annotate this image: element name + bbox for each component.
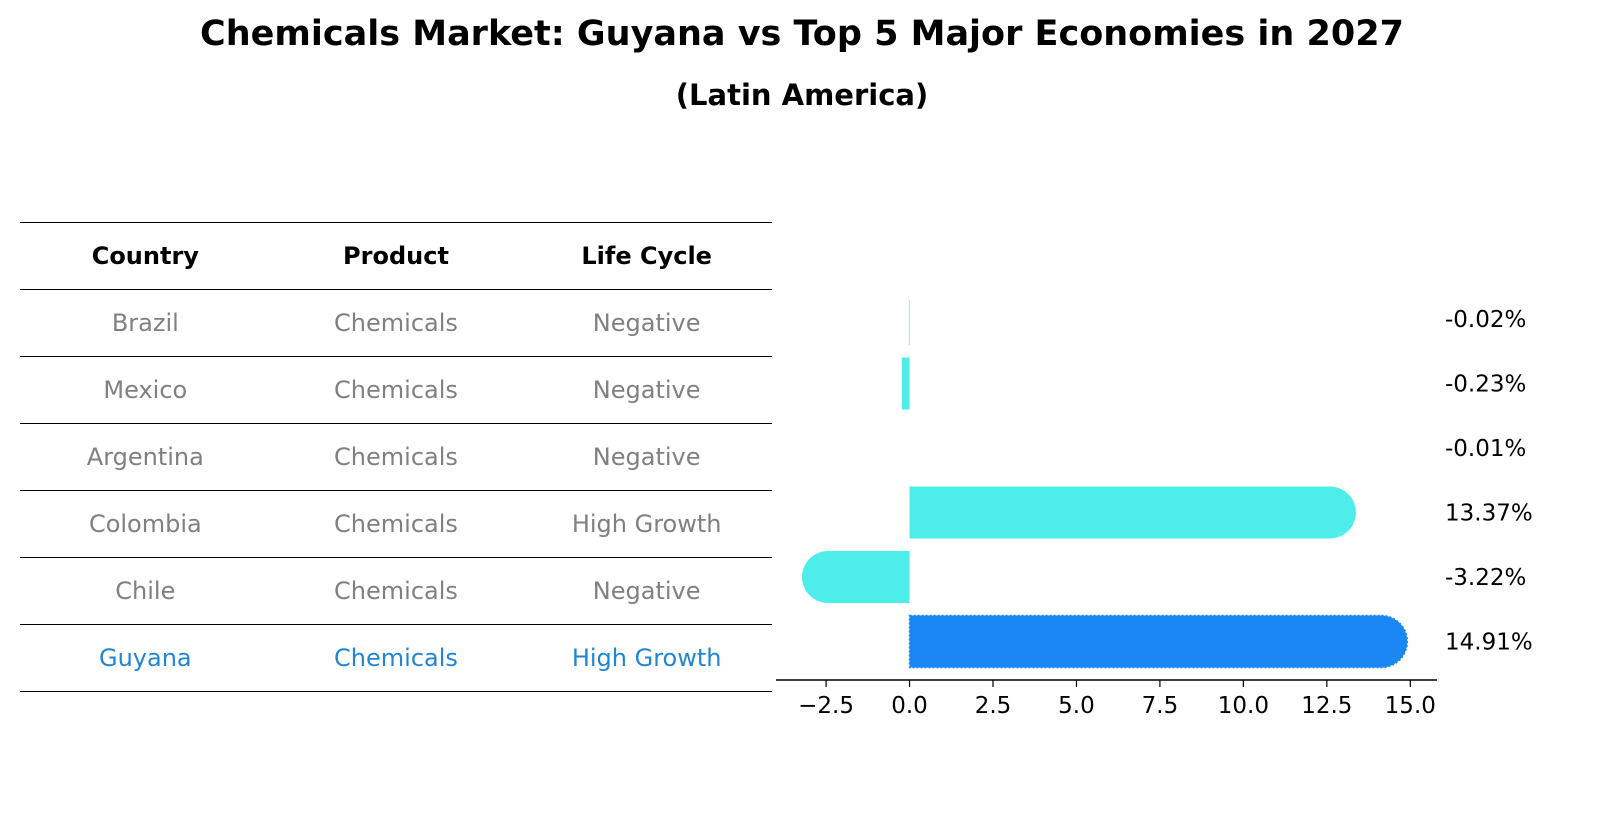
data-label: -0.02% — [1445, 307, 1526, 333]
header-country: Country — [20, 222, 271, 290]
table-row: Mexico Chemicals Negative — [20, 356, 772, 424]
cell-life-cycle: Negative — [521, 356, 772, 424]
header-product: Product — [270, 222, 522, 290]
bar — [802, 551, 910, 603]
cell-country: Guyana — [20, 624, 271, 692]
header-life-cycle: Life Cycle — [521, 222, 772, 290]
cell-country: Mexico — [20, 356, 271, 424]
table-row-highlight: Guyana Chemicals High Growth — [20, 624, 772, 692]
data-label: 13.37% — [1445, 501, 1533, 527]
cell-life-cycle: Negative — [521, 423, 772, 491]
table-row: Argentina Chemicals Negative — [20, 423, 772, 491]
cell-life-cycle: High Growth — [521, 624, 772, 692]
cell-product: Chemicals — [270, 557, 522, 625]
comparison-table-container: Country Product Life Cycle Brazil Chemic… — [20, 222, 772, 692]
cell-product: Chemicals — [270, 356, 522, 424]
bar-chart: -0.02% -0.23% -0.01% 13.37% -3.22% 14.91% −2.5… — [776, 300, 1533, 719]
table-row: Chile Chemicals Negative — [20, 557, 772, 625]
cell-life-cycle: High Growth — [521, 490, 772, 558]
cell-product: Chemicals — [270, 490, 522, 558]
chart-subtitle: (Latin America) — [675, 78, 929, 112]
table-header-row: Country Product Life Cycle — [20, 222, 772, 290]
bar — [908, 300, 910, 345]
cell-product: Chemicals — [270, 289, 522, 357]
bar-highlight — [908, 614, 1409, 669]
data-label: -0.01% — [1445, 436, 1526, 462]
cell-country: Argentina — [20, 423, 271, 491]
x-tick-label: −2.5 — [798, 693, 854, 719]
data-label: -0.23% — [1445, 372, 1526, 398]
bar — [901, 357, 910, 410]
bar — [909, 486, 1356, 539]
data-label: -3.22% — [1445, 565, 1526, 591]
x-tick-label: 12.5 — [1301, 693, 1352, 719]
x-tick-label: 5.0 — [1058, 693, 1095, 719]
x-tick-label: 15.0 — [1385, 693, 1436, 719]
x-tick-label: 2.5 — [975, 693, 1012, 719]
data-label: 14.91% — [1445, 630, 1533, 656]
x-tick-label: 10.0 — [1218, 693, 1269, 719]
cell-product: Chemicals — [270, 624, 522, 692]
cell-country: Chile — [20, 557, 271, 625]
table-row: Colombia Chemicals High Growth — [20, 490, 772, 558]
chart-title: Chemicals Market: Guyana vs Top 5 Major … — [200, 14, 1404, 54]
cell-country: Brazil — [20, 289, 271, 357]
cell-product: Chemicals — [270, 423, 522, 491]
x-tick-label: 0.0 — [891, 693, 928, 719]
table-row: Brazil Chemicals Negative — [20, 289, 772, 357]
cell-country: Colombia — [20, 490, 271, 558]
x-tick-label: 7.5 — [1142, 693, 1179, 719]
cell-life-cycle: Negative — [521, 289, 772, 357]
comparison-table: Country Product Life Cycle Brazil Chemic… — [20, 222, 772, 692]
cell-life-cycle: Negative — [521, 557, 772, 625]
